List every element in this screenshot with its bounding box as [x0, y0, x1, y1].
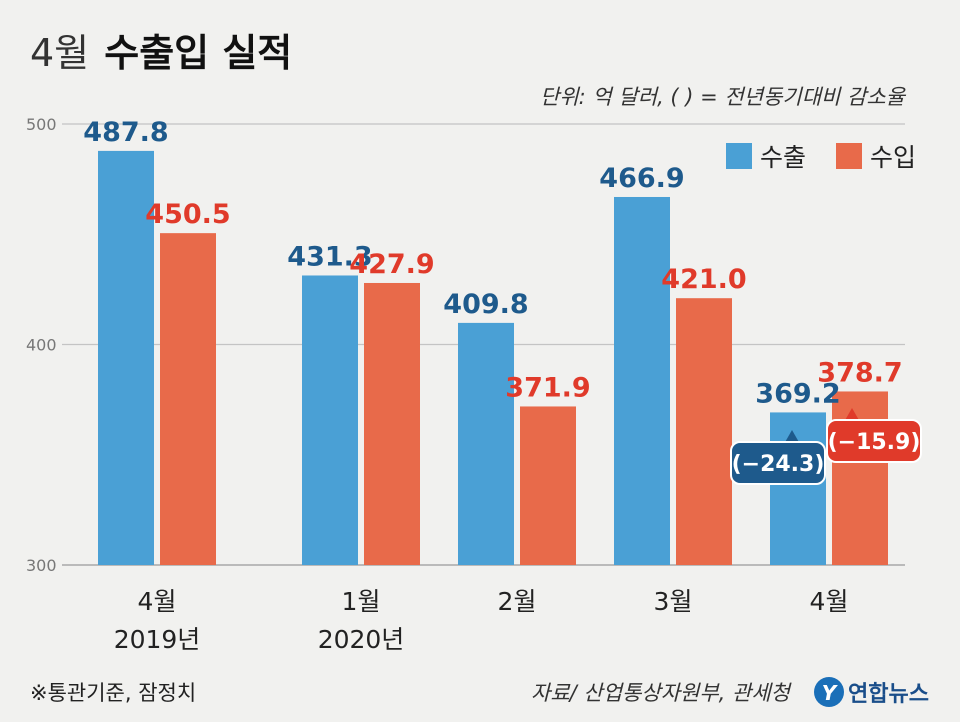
bars: [98, 150, 888, 565]
callout-box: [730, 441, 826, 485]
data-label-import: 371.9: [505, 372, 590, 403]
y-axis-ticks: 300 400 500: [26, 115, 57, 575]
category-label: 4월: [810, 587, 849, 616]
legend-swatch-export: [726, 143, 752, 169]
legend-label-export: 수출: [760, 143, 806, 172]
data-label-import: 450.5: [145, 199, 230, 230]
y-tick-label: 500: [26, 115, 57, 134]
category-sublabel: 2020년: [318, 625, 405, 654]
y-tick-label: 300: [26, 556, 57, 575]
logo-mark-icon: [814, 677, 844, 707]
data-label-export: 431.3: [287, 241, 372, 272]
callout-text: (−15.9): [828, 430, 921, 455]
bar-export: [770, 412, 826, 565]
category-label: 2월: [498, 587, 537, 616]
data-label-export: 487.8: [83, 117, 168, 148]
title-month: 4월: [30, 31, 89, 75]
data-label-import: 421.0: [661, 264, 746, 295]
bar-export: [614, 196, 670, 565]
bar-import: [832, 391, 888, 565]
x-axis-categories: 4월 2019년 1월 2020년 2월 3월 4월: [114, 587, 849, 654]
bar-export: [458, 322, 514, 565]
bar-import: [676, 298, 732, 565]
callout-pointer: [784, 430, 800, 444]
bar-import: [364, 282, 420, 565]
legend-swatch-import: [836, 143, 862, 169]
footnote: ※통관기준, 잠정치: [30, 681, 196, 705]
legend-label-import: 수입: [870, 143, 916, 172]
callout-box: [826, 419, 922, 463]
data-labels: 487.8 431.3 409.8 466.9 369.2 450.5 427.9 371.9…: [83, 117, 902, 410]
source-note: 자료/ 산업통상자원부, 관세청: [531, 681, 793, 705]
callouts: (−24.3)(−15.9): [730, 408, 922, 485]
callout-export: (−24.3): [730, 430, 826, 485]
bar-import: [160, 233, 216, 565]
logo-text: 연합뉴스: [848, 681, 929, 707]
category-label: 4월: [138, 587, 177, 616]
callout-pointer: [844, 408, 860, 422]
category-label: 1월: [342, 587, 381, 616]
bar-import: [520, 406, 576, 565]
yonhap-logo: Y 연합뉴스: [814, 677, 929, 707]
logo-mark: Y: [822, 681, 839, 705]
data-label-export: 409.8: [443, 289, 528, 320]
callout-import: (−15.9): [826, 408, 922, 463]
y-tick-label: 400: [26, 336, 57, 355]
data-label-export: 369.2: [755, 378, 840, 409]
category-sublabel: 2019년: [114, 625, 201, 654]
category-label: 3월: [654, 587, 693, 616]
data-label-import: 378.7: [817, 357, 902, 388]
data-label-export: 466.9: [599, 163, 684, 194]
legend: 수출 수입: [726, 143, 916, 172]
callout-text: (−24.3): [732, 452, 825, 477]
data-label-import: 427.9: [349, 249, 434, 280]
chart-title: 4월 수출입 실적: [30, 31, 292, 75]
title-main: 수출입 실적: [104, 31, 292, 75]
bar-export: [98, 150, 154, 565]
unit-note: 단위: 억 달러, ( ) = 전년동기대비 감소율: [540, 85, 907, 109]
bar-export: [302, 275, 358, 565]
